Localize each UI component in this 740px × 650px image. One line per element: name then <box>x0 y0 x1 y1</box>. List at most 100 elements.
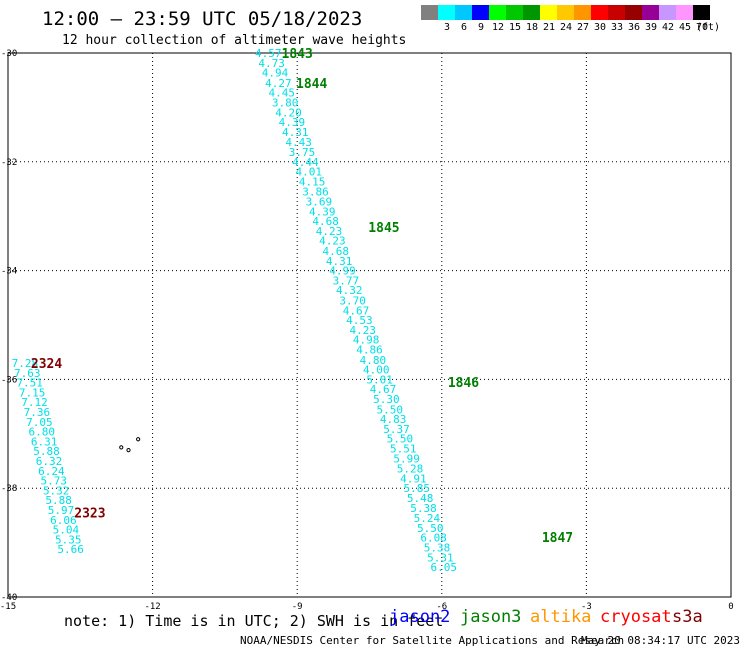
wave-height-value: 6.32 <box>36 455 63 468</box>
wave-height-value: 5.88 <box>33 445 60 458</box>
wave-height-value: 4.45 <box>269 87 296 100</box>
y-tick-label: -32 <box>1 158 17 168</box>
wave-height-value: 6.24 <box>38 465 65 478</box>
wave-height-value: 4.31 <box>282 126 309 139</box>
wave-height-value: 5.97 <box>48 504 75 517</box>
pass-time-label: 1847 <box>542 531 573 546</box>
pass-time-label: 1845 <box>368 221 399 236</box>
wave-height-value: 5.30 <box>373 393 400 406</box>
island-point <box>126 448 131 453</box>
x-tick-label: -6 <box>436 602 447 612</box>
scale-tick-label: 27 <box>576 22 590 33</box>
legend-cryosat: cryosat <box>600 607 672 627</box>
wave-height-value: 7.12 <box>21 396 48 409</box>
scale-tick-label: 70 <box>695 22 709 33</box>
scale-tick-label: 18 <box>525 22 539 33</box>
wave-height-value: 5.50 <box>376 403 403 416</box>
wave-height-value: 4.86 <box>356 343 383 356</box>
wave-height-value: 4.94 <box>262 67 289 80</box>
wave-height-value: 5.32 <box>43 484 70 497</box>
wave-height-value: 5.73 <box>41 475 68 488</box>
wave-height-value: 6.08 <box>420 532 447 545</box>
wave-height-value: 5.24 <box>414 512 441 525</box>
scale-tick-label: 24 <box>559 22 573 33</box>
wave-height-value: 4.68 <box>323 245 350 258</box>
legend-altika: altika <box>530 607 592 627</box>
scale-swatch <box>438 5 455 20</box>
scale-tick-label: 36 <box>627 22 641 33</box>
island-point <box>119 445 124 450</box>
scale-tick-label: 39 <box>644 22 658 33</box>
wave-height-value: 7.15 <box>19 386 46 399</box>
scale-tick-label: 30 <box>593 22 607 33</box>
wave-height-value: 5.85 <box>403 482 430 495</box>
scale-swatch <box>421 5 438 20</box>
wave-height-value: 5.28 <box>397 463 424 476</box>
wave-height-value: 4.43 <box>285 136 312 149</box>
wave-height-value: 4.01 <box>296 166 323 179</box>
scale-swatch <box>591 5 608 20</box>
wave-height-value: 4.39 <box>309 205 336 218</box>
wave-height-value: 3.80 <box>272 97 299 110</box>
wave-height-value: 5.66 <box>57 543 84 556</box>
wave-height-value: 7.05 <box>26 416 53 429</box>
y-tick-label: -34 <box>1 267 17 277</box>
x-tick-label: 0 <box>728 602 733 612</box>
wave-height-value: 7.28 <box>12 357 39 370</box>
x-tick-label: -12 <box>144 602 160 612</box>
scale-tick-label: 9 <box>477 22 485 33</box>
scale-tick-label: 15 <box>508 22 522 33</box>
wave-height-value: 4.23 <box>350 324 377 337</box>
wave-height-value: 5.31 <box>427 551 454 564</box>
wave-height-value: 5.38 <box>424 541 451 554</box>
wave-height-value: 3.77 <box>333 274 360 287</box>
wave-height-value: 4.31 <box>326 255 353 268</box>
pass-time-label: 1843 <box>282 47 313 62</box>
x-tick-label: -15 <box>0 602 16 612</box>
scale-tick-label: 45 <box>678 22 692 33</box>
scale-tick-label: 42 <box>661 22 675 33</box>
plot-frame <box>7 52 732 598</box>
y-tick-label: -38 <box>1 484 17 494</box>
legend-jason3: jason3 <box>460 607 522 627</box>
pass-time-label: 2323 <box>74 507 105 522</box>
legend-s3a: s3a <box>672 607 703 627</box>
scale-tick-label: 6 <box>460 22 468 33</box>
chart-subtitle: 12 hour collection of altimeter wave hei… <box>62 33 407 48</box>
wave-height-value: 4.68 <box>312 215 339 228</box>
wave-height-value: 5.48 <box>407 492 434 505</box>
wave-height-value: 4.32 <box>336 284 363 297</box>
y-tick-label: -30 <box>1 49 17 59</box>
scale-swatch <box>574 5 591 20</box>
wave-height-value: 4.00 <box>363 364 390 377</box>
wave-height-value: 4.23 <box>319 235 346 248</box>
scale-swatch <box>540 5 557 20</box>
wave-height-value: 4.83 <box>380 413 407 426</box>
wave-height-value: 5.50 <box>417 522 444 535</box>
wave-height-value: 7.51 <box>16 377 43 390</box>
wave-height-value: 5.01 <box>366 373 393 386</box>
wave-height-value: 5.35 <box>55 533 82 546</box>
wave-height-value: 3.69 <box>306 196 333 209</box>
scale-swatch <box>625 5 642 20</box>
wave-height-value: 5.50 <box>387 433 414 446</box>
scale-unit-label: (ft) <box>696 22 721 33</box>
wave-height-value: 3.75 <box>289 146 316 159</box>
wave-height-value: 4.99 <box>329 265 356 278</box>
wave-height-value: 4.15 <box>299 175 326 188</box>
scale-tick-label: 33 <box>610 22 624 33</box>
wave-height-value: 4.53 <box>346 314 373 327</box>
wave-height-value: 4.73 <box>258 57 285 70</box>
scale-swatch <box>523 5 540 20</box>
wave-height-value: 5.04 <box>53 524 80 537</box>
wave-height-value: 7.63 <box>14 367 41 380</box>
wave-height-value: 4.27 <box>265 77 292 90</box>
wave-height-value: 7.36 <box>24 406 51 419</box>
wave-height-value: 4.57 <box>255 47 282 60</box>
scale-swatch <box>693 5 710 20</box>
scale-swatch <box>608 5 625 20</box>
wave-height-value: 5.51 <box>390 442 417 455</box>
wave-height-value: 4.67 <box>370 383 397 396</box>
wave-height-value: 5.88 <box>45 494 72 507</box>
